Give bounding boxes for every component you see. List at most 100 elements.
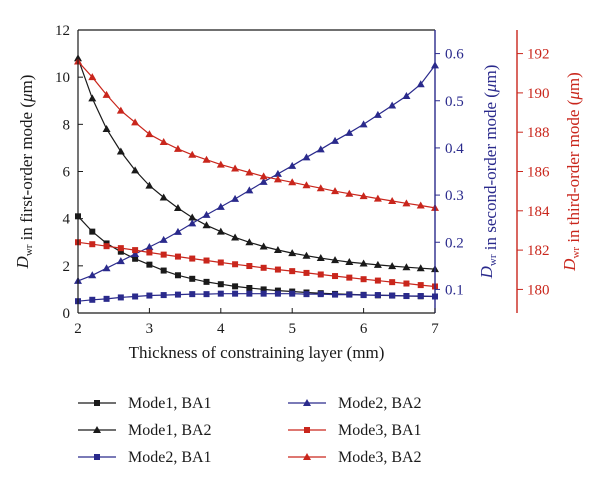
- y3-axis-title-part: m): [564, 72, 583, 91]
- y3-tick-label: 188: [527, 125, 550, 141]
- data-point: [416, 80, 425, 88]
- legend-label: Mode2, BA2: [338, 395, 422, 412]
- data-point: [316, 145, 325, 153]
- series-mode3-ba2: [74, 57, 439, 211]
- data-point: [417, 282, 424, 289]
- data-point: [331, 187, 340, 195]
- legend-marker: [303, 399, 311, 406]
- data-point: [302, 181, 311, 189]
- y1-axis-title-part: in first-order mode (: [17, 102, 36, 245]
- data-point: [173, 204, 182, 212]
- data-point: [102, 264, 111, 272]
- data-point: [245, 186, 254, 194]
- y1-axis-title: Dwr in first-order mode (μm): [13, 75, 36, 270]
- data-point: [259, 242, 268, 250]
- data-point: [131, 166, 140, 174]
- data-point: [260, 264, 267, 271]
- data-point: [374, 292, 381, 299]
- data-point: [345, 189, 354, 197]
- data-point: [288, 249, 297, 257]
- legend-item: Mode3, BA2: [288, 449, 422, 466]
- legend-marker: [94, 454, 100, 460]
- data-point: [103, 243, 110, 250]
- y1-axis-title-part: μ: [17, 93, 36, 103]
- data-point: [188, 150, 197, 158]
- data-point: [132, 293, 139, 300]
- data-point: [160, 267, 167, 274]
- data-point: [145, 130, 154, 138]
- series-line: [77, 58, 436, 270]
- data-point: [160, 292, 167, 299]
- legend-label: Mode1, BA2: [128, 422, 212, 439]
- data-point: [145, 242, 154, 250]
- data-point: [131, 118, 140, 126]
- data-point: [273, 169, 282, 177]
- data-point: [117, 294, 124, 301]
- data-point: [146, 249, 153, 256]
- y2-axis-title: Dwr in second-order mode (μm): [477, 65, 500, 280]
- data-point: [189, 291, 196, 298]
- data-point: [274, 290, 281, 297]
- y1-axis-title-part: wr: [23, 244, 35, 256]
- data-point: [231, 233, 240, 241]
- data-point: [132, 255, 139, 262]
- y3-axis-title: Dwr in third-order mode (μm): [560, 72, 583, 272]
- data-point: [146, 261, 153, 268]
- axes: 2 3 4 5 6 7 Thickness of constraining layer (m…: [13, 23, 583, 362]
- y2-tick-label: 0.5: [445, 94, 464, 110]
- series-mode3-ba1: [75, 239, 438, 290]
- data-point: [145, 181, 154, 189]
- legend: Mode1, BA1 Mode2, BA2 Mode1, BA2 Mode3, BA1…: [78, 395, 422, 466]
- x-tick-label: 7: [431, 321, 439, 337]
- data-point: [202, 210, 211, 218]
- data-point: [102, 125, 111, 133]
- x-tick-label: 6: [360, 321, 368, 337]
- data-point: [203, 278, 210, 285]
- data-point: [89, 296, 96, 303]
- data-point: [388, 196, 397, 204]
- data-point: [259, 177, 268, 185]
- data-point: [416, 264, 425, 272]
- data-point: [403, 280, 410, 287]
- data-point: [159, 138, 168, 146]
- data-point: [231, 194, 240, 202]
- legend-label: Mode3, BA1: [338, 422, 422, 439]
- data-point: [345, 128, 354, 136]
- y2-axis-title-part: m): [481, 65, 500, 84]
- plot-area: [74, 54, 439, 305]
- data-point: [231, 164, 240, 172]
- data-point: [331, 136, 340, 144]
- data-point: [260, 290, 267, 297]
- data-point: [103, 295, 110, 302]
- data-point: [346, 291, 353, 298]
- series-line: [77, 293, 436, 302]
- y3-axis-title-part: D: [560, 258, 579, 272]
- data-point: [303, 269, 310, 276]
- series-mode2-ba2: [74, 61, 439, 284]
- y2-axis-title-part: μ: [481, 84, 500, 94]
- y3-tick-label: 190: [527, 86, 550, 102]
- data-point: [174, 253, 181, 260]
- data-point: [216, 227, 225, 235]
- data-point: [260, 286, 267, 293]
- y3-axis-title-part: in third-order mode (: [564, 99, 583, 247]
- series-line: [77, 241, 436, 288]
- data-point: [373, 194, 382, 202]
- data-point: [373, 110, 382, 118]
- data-point: [117, 245, 124, 252]
- data-point: [159, 235, 168, 243]
- data-point: [216, 160, 225, 168]
- data-point: [259, 172, 268, 180]
- data-point: [245, 168, 254, 176]
- data-point: [402, 263, 411, 271]
- y1-tick-label: 10: [55, 70, 70, 86]
- y3-axis-title-part: wr: [570, 247, 582, 259]
- data-point: [188, 213, 197, 221]
- data-point: [88, 271, 97, 279]
- data-point: [146, 292, 153, 299]
- x-tick-label: 5: [288, 321, 296, 337]
- data-point: [417, 293, 424, 300]
- data-point: [359, 192, 368, 200]
- data-point: [116, 257, 125, 265]
- data-point: [303, 291, 310, 298]
